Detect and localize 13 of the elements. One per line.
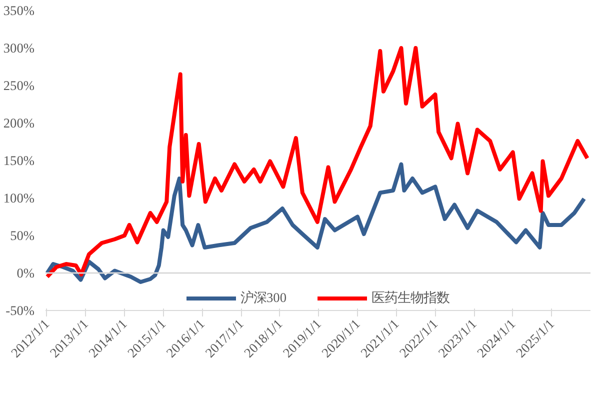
y-tick-label: 100% (3, 190, 35, 206)
y-tick-label: 250% (3, 78, 35, 93)
y-tick-label: 50% (10, 228, 35, 243)
y-tick-label: 150% (3, 153, 35, 168)
line-series (46, 46, 590, 279)
y-tick-label: -50% (6, 303, 35, 318)
legend-label: 医药生物指数 (372, 289, 450, 307)
y-tick-label: 300% (3, 40, 35, 56)
y-tick-label: 350% (3, 3, 35, 18)
y-tick-label: 0% (16, 266, 35, 280)
legend-label: 沪深300 (240, 289, 286, 307)
line-series (46, 162, 586, 284)
y-tick-label: 200% (3, 116, 35, 130)
